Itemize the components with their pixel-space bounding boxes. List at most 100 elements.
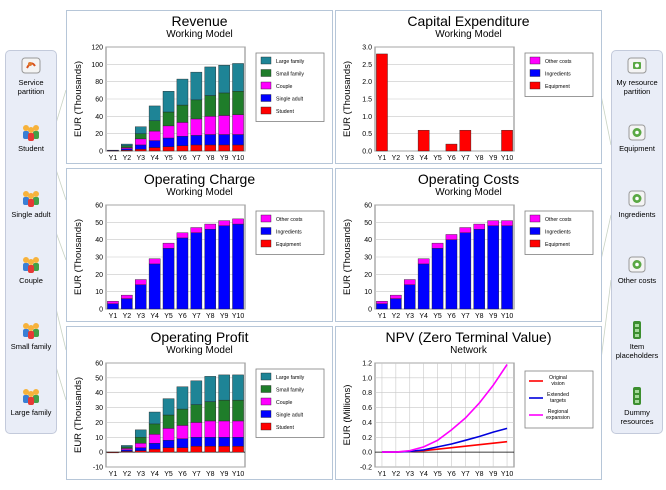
bar-student	[190, 445, 203, 453]
item-placeholders-icon	[633, 321, 641, 339]
x-tick-label: Y1	[109, 313, 118, 320]
x-tick-label: Y3	[405, 471, 414, 478]
sidebar-node-item-placeholders[interactable]: Item placeholders	[612, 320, 662, 360]
x-tick-label: Y2	[123, 155, 132, 162]
y-tick-label: 0	[99, 450, 103, 457]
bar-equipment	[445, 143, 458, 152]
sidebar-node-student[interactable]: Student	[6, 122, 56, 153]
x-tick-label: Y1	[109, 155, 118, 162]
x-tick-label: Y8	[206, 471, 215, 478]
sidebar-node-ingredients[interactable]: Ingredients	[612, 188, 662, 219]
bar-other-costs	[487, 220, 499, 226]
bar-ingredients	[459, 232, 472, 310]
bar-small-family	[218, 399, 230, 422]
bar-other-costs	[107, 300, 119, 304]
x-tick-label: Y2	[392, 155, 401, 162]
bar-single-adult	[232, 437, 244, 447]
bar-small-family	[134, 437, 147, 444]
left-sidebar: Service partition Student Single adult C…	[5, 50, 57, 434]
legend-label: Student	[276, 425, 294, 431]
bar-large-family	[162, 398, 175, 416]
chart-subtitle: Working Model	[166, 345, 233, 356]
x-tick-label: Y10	[232, 471, 245, 478]
bar-single-adult	[176, 136, 189, 147]
y-tick-label: 120	[91, 45, 103, 52]
y-tick-label: 40	[95, 390, 103, 397]
sidebar-node-single-adult[interactable]: Single adult	[6, 188, 56, 219]
bar-large-family	[232, 63, 244, 92]
y-tick-label: 60	[95, 361, 103, 368]
puzzle-gear-icon	[628, 124, 646, 141]
bar-ingredients	[473, 229, 486, 310]
legend-swatch-large-family	[260, 372, 272, 381]
bar-ingredients	[134, 284, 147, 310]
sidebar-node-equipment[interactable]: Equipment	[612, 122, 662, 153]
legend-label: Equipment	[276, 242, 301, 248]
sidebar-node-dummy-resources[interactable]: Dummy resources	[612, 386, 662, 426]
x-tick-label: Y4	[419, 313, 428, 320]
sidebar-node-large-family[interactable]: Large family	[6, 386, 56, 417]
bar-ingredients	[390, 298, 402, 310]
y-tick-label: 0	[99, 307, 103, 314]
y-tick-label: 40	[364, 237, 372, 244]
bar-other-costs	[390, 294, 402, 299]
bar-small-family	[204, 95, 217, 117]
sidebar-node-service-partition[interactable]: Service partition	[6, 56, 56, 96]
bar-student	[218, 445, 230, 453]
sidebar-node-couple[interactable]: Couple	[6, 254, 56, 285]
x-tick-label: Y10	[501, 313, 514, 320]
bar-single-adult	[134, 447, 147, 451]
legend-swatch-student	[260, 106, 272, 115]
dummy-resources-icon	[633, 387, 641, 405]
bar-small-family	[176, 408, 189, 426]
legend-label: Equipment	[545, 84, 570, 90]
bar-ingredients	[218, 225, 230, 310]
y-tick-label: 50	[364, 220, 372, 227]
y-tick-label: 2.5	[362, 62, 372, 69]
chart-subtitle: Working Model	[435, 187, 502, 198]
x-tick-label: Y1	[109, 471, 118, 478]
legend-swatch-equipment	[529, 239, 541, 248]
x-tick-label: Y2	[392, 313, 401, 320]
bar-single-adult	[162, 440, 175, 448]
service-partition-icon	[21, 57, 41, 74]
puzzle-gear-icon	[628, 256, 646, 273]
sidebar-node-label: Ingredients	[618, 210, 656, 219]
bar-student	[148, 448, 161, 453]
sidebar-node-small-family[interactable]: Small family	[6, 320, 56, 351]
bar-other-costs	[459, 227, 472, 233]
x-tick-label: Y4	[419, 471, 428, 478]
bar-other-costs	[121, 294, 133, 299]
bar-student	[162, 146, 175, 152]
x-tick-label: Y1	[378, 313, 387, 320]
y-tick-label: 1.0	[362, 375, 372, 382]
x-tick-label: Y7	[461, 155, 470, 162]
bar-small-family	[232, 399, 244, 422]
bar-other-costs	[417, 258, 430, 265]
sidebar-node-label: Small family	[10, 342, 52, 351]
legend-label: Large family	[276, 375, 305, 381]
sidebar-node-other-costs[interactable]: Other costs	[612, 254, 662, 285]
bar-small-family	[121, 446, 133, 449]
sidebar-node-my-resource-partition[interactable]: My resource partition	[612, 56, 662, 96]
operating-costs-chart: 0 10 20 30 40 50 60 Y1 Y2 Y3 Y4 Y5 Y6 Y7 Y8 Y9 Y10 EUR (T…	[342, 203, 594, 320]
bar-large-family	[218, 65, 230, 94]
y-tick-label: 100	[91, 62, 103, 69]
bar-couple	[218, 420, 230, 438]
sidebar-node-label: Single adult	[11, 210, 51, 219]
y-tick-label: 3.0	[362, 45, 372, 52]
legend-label: Ingredients	[545, 230, 571, 236]
bar-single-adult	[134, 144, 147, 150]
y-axis-label: EUR (Millions)	[342, 385, 353, 446]
legend-swatch-small-family	[260, 69, 272, 77]
bar-single-adult	[218, 437, 230, 447]
bar-couple	[176, 425, 189, 439]
x-tick-label: Y8	[206, 313, 215, 320]
x-tick-label: Y4	[150, 313, 159, 320]
bar-equipment	[459, 129, 472, 152]
right-sidebar: My resource partition Equipment Ingredie…	[611, 50, 663, 434]
bar-other-costs	[431, 242, 444, 249]
legend-swatch-couple	[260, 397, 272, 406]
bar-couple	[204, 116, 217, 135]
legend-label: Ingredients	[545, 72, 571, 78]
